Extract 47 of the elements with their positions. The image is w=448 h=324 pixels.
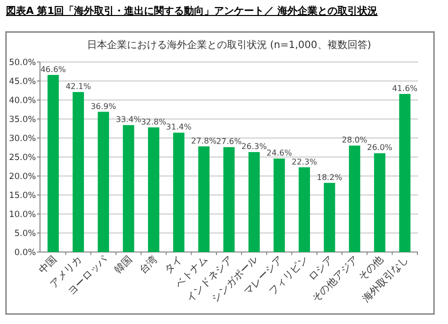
data-label: 22.3% (292, 157, 318, 166)
bar (248, 152, 260, 252)
data-label: 27.6% (216, 137, 242, 146)
y-tick-label: 5.0% (14, 228, 36, 239)
data-label: 36.9% (90, 102, 117, 111)
x-tick-label: タイ (162, 254, 185, 276)
bar (72, 92, 84, 252)
data-label: 27.8% (191, 136, 217, 146)
y-tick-label: 25.0% (8, 152, 36, 163)
bar (324, 182, 336, 252)
data-label: 46.6% (40, 64, 66, 74)
data-label: 18.2% (316, 172, 343, 182)
bar (399, 94, 410, 252)
y-tick-label: 40.0% (8, 96, 36, 106)
bar (122, 125, 134, 252)
bar (148, 127, 160, 252)
x-tick-label: 台湾 (137, 254, 160, 276)
data-label: 28.0% (342, 136, 368, 145)
bar (198, 146, 210, 252)
y-tick-label: 30.0% (8, 134, 36, 144)
data-label: 32.8% (140, 117, 167, 126)
y-tick-label: 20.0% (8, 172, 36, 182)
data-label: 41.6% (392, 84, 418, 93)
y-tick-label: 50.0% (8, 58, 36, 68)
bar (274, 158, 285, 252)
y-tick-label: 0.0% (14, 248, 36, 258)
chart-subtitle: 日本企業における海外企業との取引状況 (n=1,000、複数回答) (86, 39, 372, 51)
y-tick-label: 45.0% (8, 76, 36, 87)
bar (348, 146, 360, 252)
x-tick-label: 中国 (36, 254, 60, 276)
bar (173, 132, 184, 252)
y-tick-label: 35.0% (8, 114, 36, 125)
y-tick-label: 10.0% (8, 210, 36, 220)
bar (98, 112, 110, 252)
data-label: 26.0% (366, 143, 393, 152)
data-label: 42.1% (66, 82, 92, 92)
data-label: 26.3% (241, 142, 268, 152)
chart-title: 図表A 第1回「海外取引・進出に関する動向」アンケート／ 海外企業との取引状況 (6, 5, 378, 17)
data-label: 31.4% (166, 122, 192, 132)
bar (374, 153, 386, 252)
y-tick-label: 15.0% (8, 190, 36, 201)
data-label: 24.6% (266, 148, 292, 158)
bar (223, 147, 235, 252)
data-label: 33.4% (116, 115, 142, 124)
bar (48, 74, 59, 252)
bar (298, 167, 310, 252)
x-tick-label: 韓国 (112, 254, 135, 276)
